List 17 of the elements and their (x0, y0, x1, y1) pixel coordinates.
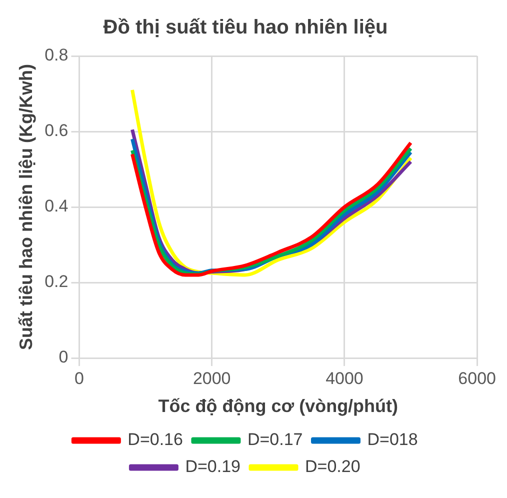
x-tick-label: 4000 (326, 368, 364, 388)
y-tick-label: 0.6 (44, 121, 68, 140)
chart-title: Đồ thị suất tiêu hao nhiên liệu (103, 16, 388, 39)
legend-label: D=0.17 (247, 430, 303, 450)
x-tick-label: 0 (74, 368, 84, 388)
y-tick-label: 0 (58, 348, 68, 367)
legend-label: D=0.19 (185, 457, 241, 476)
x-axis-title: Tốc độ động cơ (vòng/phút) (158, 396, 398, 416)
legend-label: D=0.20 (305, 457, 360, 476)
y-tick-label: 0.2 (44, 272, 68, 292)
y-tick-label: 0.4 (44, 196, 68, 216)
x-tick-label: 2000 (192, 368, 231, 388)
x-tick-label: 6000 (458, 368, 496, 388)
y-tick-label: 0.8 (44, 46, 68, 65)
legend-label: D=018 (367, 430, 418, 450)
legend-label: D=0.16 (128, 430, 183, 450)
y-axis-title: Suất tiêu hao nhiên liệu (Kg/Kwh) (16, 64, 36, 350)
